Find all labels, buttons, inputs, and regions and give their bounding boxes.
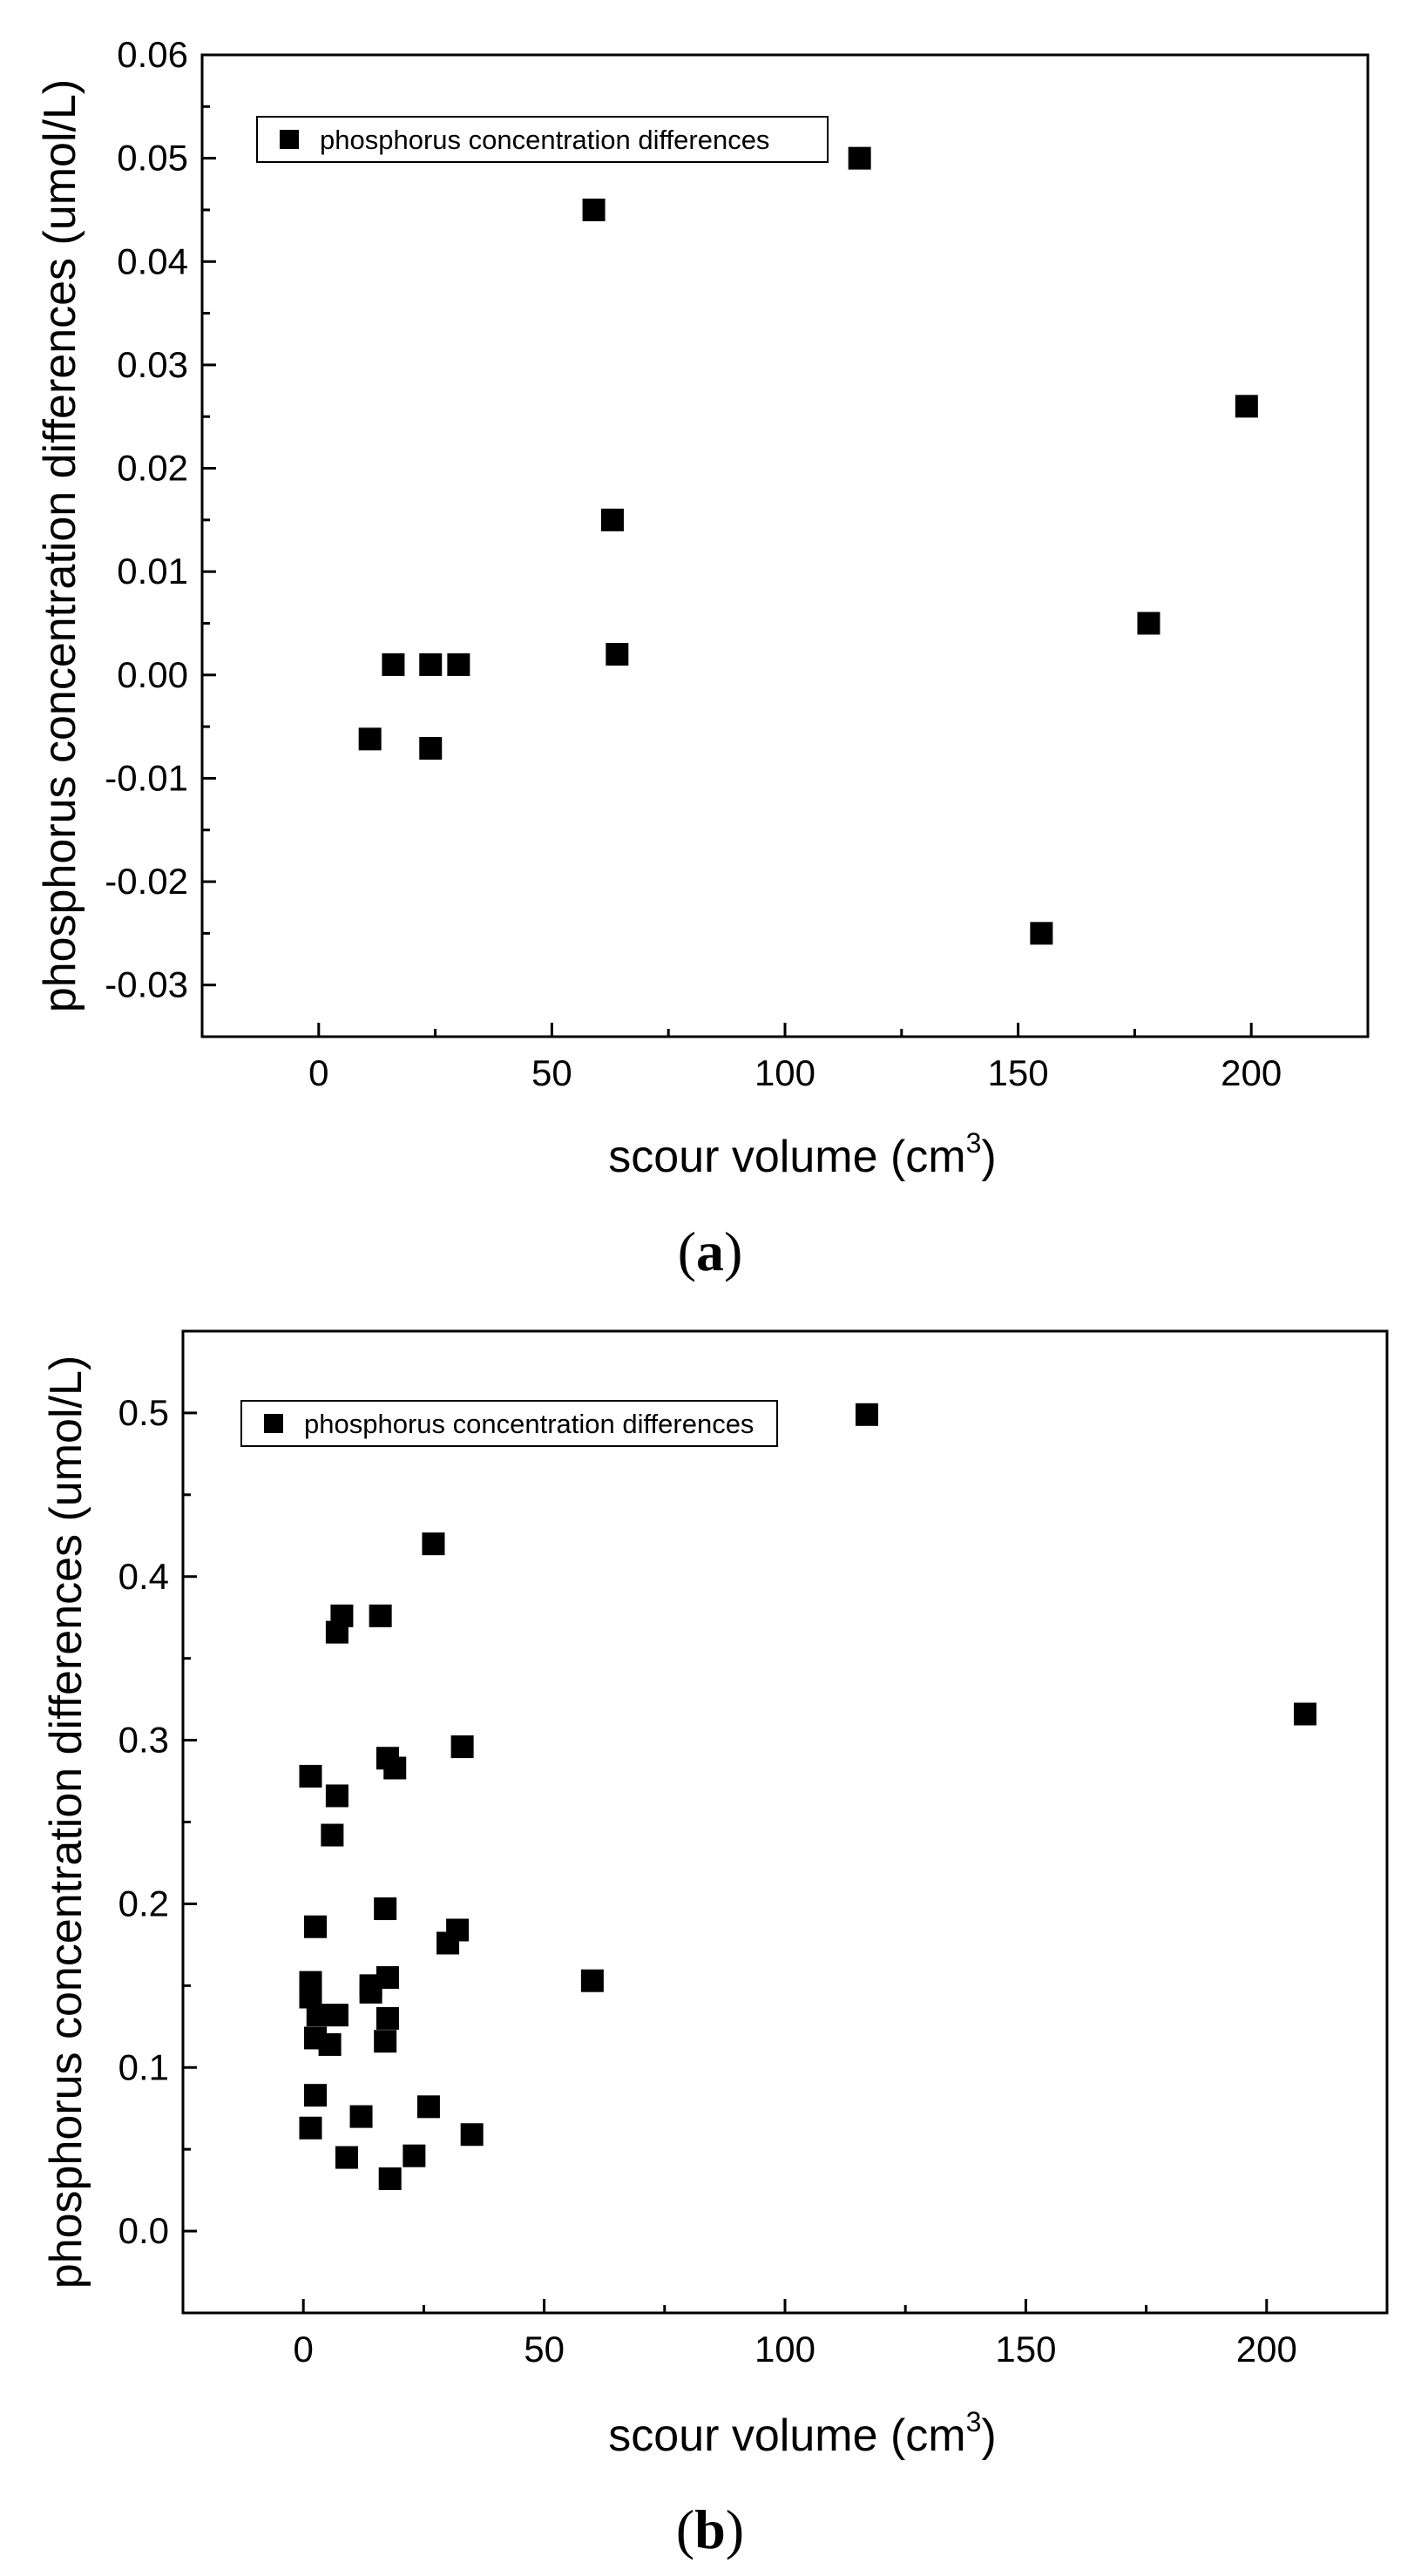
data-point xyxy=(325,1620,348,1644)
data-point xyxy=(374,1897,397,1921)
y-tick-label: 0.05 xyxy=(117,138,188,179)
y-tick-label: -0.03 xyxy=(105,964,188,1005)
y-tick-label: 0.03 xyxy=(117,344,188,385)
y-tick-label: 0.2 xyxy=(118,1883,169,1924)
data-point xyxy=(1235,395,1258,418)
data-point xyxy=(403,2144,426,2167)
x-tick-label: 0 xyxy=(308,1052,328,1093)
legend-a: phosphorus concentration differences xyxy=(256,116,829,163)
data-point xyxy=(299,1764,322,1788)
y-tick-label: 0.04 xyxy=(117,240,188,281)
data-point xyxy=(376,1965,399,1989)
y-tick-label: 0.4 xyxy=(118,1556,169,1597)
legend-box-b xyxy=(240,1400,778,1447)
legend-label-a: phosphorus concentration differences xyxy=(320,125,769,155)
data-point xyxy=(325,1784,348,1808)
y-axis-title-b: phosphorus concentration differences (um… xyxy=(41,1356,91,2289)
y-tick-label: 0.01 xyxy=(117,551,188,592)
data-point xyxy=(447,652,470,676)
x-axis-title-close-b: ) xyxy=(981,2410,996,2461)
y-tick-label: 0.0 xyxy=(118,2210,169,2251)
x-tick-label: 50 xyxy=(531,1052,572,1093)
data-point xyxy=(306,2004,329,2027)
x-tick-label: 100 xyxy=(754,2329,815,2370)
plot-area-a xyxy=(200,53,1370,1038)
y-axis-title-a: phosphorus concentration differences (um… xyxy=(35,79,85,1012)
data-point xyxy=(1294,1702,1317,1726)
x-tick-label: 150 xyxy=(988,1052,1049,1093)
x-axis-title-sup-b: 3 xyxy=(966,2406,982,2437)
x-axis-title-b: scour volume (cm3) xyxy=(608,2406,996,2461)
data-point xyxy=(436,1931,460,1955)
x-tick-label: 0 xyxy=(294,2329,314,2370)
legend-b: phosphorus concentration differences xyxy=(240,1400,778,1447)
data-point xyxy=(1137,612,1160,635)
x-axis-title-close-a: ) xyxy=(981,1132,996,1182)
data-point xyxy=(369,1604,392,1627)
data-point xyxy=(382,652,405,676)
data-point xyxy=(299,2116,322,2140)
data-point xyxy=(419,652,443,676)
data-point xyxy=(416,2095,440,2119)
x-tick-label: 200 xyxy=(1221,1052,1282,1093)
panel-caption-a: (a) xyxy=(678,1220,743,1282)
data-point xyxy=(304,1915,328,1938)
data-point xyxy=(376,2006,399,2030)
data-point xyxy=(325,2004,348,2027)
y-axis-ticks-b: 0.0 0.1 0.2 0.3 0.4 0.5 xyxy=(118,1392,197,2251)
y-tick-label: 0.3 xyxy=(118,1720,169,1761)
plot-area-b xyxy=(181,1329,1389,2315)
data-point xyxy=(318,2032,342,2056)
data-point xyxy=(321,1823,344,1847)
data-point xyxy=(349,2105,373,2128)
data-point xyxy=(378,2167,402,2190)
x-axis-ticks-b: 0 50 100 150 200 xyxy=(294,2299,1297,2370)
scatter-chart-b: 0.0 0.1 0.2 0.3 0.4 0.5 0 50 100 150 200 phosphor… xyxy=(41,1329,1389,2560)
x-axis-title-a: scour volume (cm3) xyxy=(608,1127,996,1182)
data-point xyxy=(580,1969,604,1992)
legend-label-b: phosphorus concentration differences xyxy=(304,1409,754,1439)
x-tick-label: 200 xyxy=(1236,2329,1297,2370)
y-tick-label: 0.5 xyxy=(118,1392,169,1433)
x-tick-label: 100 xyxy=(754,1052,815,1093)
data-point xyxy=(419,737,443,761)
data-points-b xyxy=(299,1403,1317,2190)
scatter-chart-a: -0.03 -0.02 -0.01 0.00 0.01 0.02 0.03 0.04 0.05 0… xyxy=(35,34,1370,1282)
data-point xyxy=(582,198,606,221)
data-point xyxy=(422,1532,445,1556)
panel-caption-b: (b) xyxy=(676,2498,744,2560)
legend-marker-a xyxy=(280,130,299,149)
y-tick-label: -0.01 xyxy=(105,757,188,798)
data-point xyxy=(848,146,871,170)
y-tick-label: 0.02 xyxy=(117,448,188,489)
data-point xyxy=(335,2146,358,2169)
x-tick-label: 50 xyxy=(524,2329,565,2370)
data-point xyxy=(600,508,624,531)
x-axis-title-text-b: scour volume (cm xyxy=(608,2410,965,2461)
legend-box-a xyxy=(256,116,829,163)
data-point xyxy=(358,727,382,751)
y-tick-label: 0.1 xyxy=(118,2046,169,2087)
x-axis-ticks-a: 0 50 100 150 200 xyxy=(308,1023,1282,1093)
data-point xyxy=(374,2030,397,2053)
y-tick-label: 0.06 xyxy=(117,34,188,75)
data-point xyxy=(383,1756,407,1780)
x-tick-label: 150 xyxy=(995,2329,1056,2370)
data-point xyxy=(450,1735,474,1759)
y-tick-label: 0.00 xyxy=(117,654,188,695)
legend-marker-b xyxy=(264,1414,283,1433)
data-point xyxy=(1030,922,1053,945)
data-point xyxy=(855,1403,878,1426)
data-point xyxy=(460,2123,484,2147)
panel-caption-letter-b: b xyxy=(694,2498,726,2560)
y-axis-ticks-a: -0.03 -0.02 -0.01 0.00 0.01 0.02 0.03 0.04 0.05 0… xyxy=(105,34,216,1005)
x-axis-title-sup-a: 3 xyxy=(966,1127,982,1159)
panel-caption-letter-a: a xyxy=(696,1220,724,1282)
data-point xyxy=(606,643,629,666)
x-axis-title-text-a: scour volume (cm xyxy=(608,1132,965,1182)
data-point xyxy=(304,2084,328,2107)
data-points-a xyxy=(358,146,1258,945)
y-tick-label: -0.02 xyxy=(105,861,188,902)
